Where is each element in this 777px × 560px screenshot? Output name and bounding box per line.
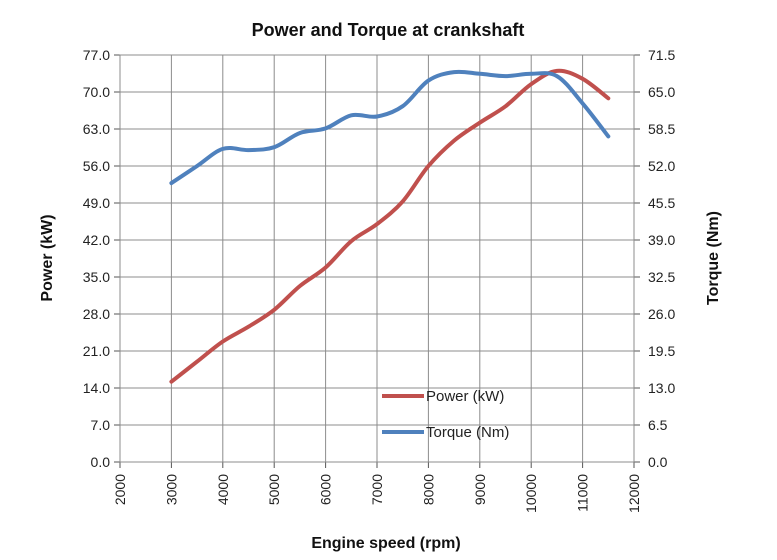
y-left-tick-label: 28.0 [83, 306, 110, 322]
y-right-tick-label: 65.0 [648, 84, 675, 100]
x-tick-label: 3000 [163, 474, 179, 505]
y-left-tick-label: 14.0 [83, 380, 110, 396]
y-right-tick-label: 26.0 [648, 306, 675, 322]
y-right-tick-label: 6.5 [648, 417, 668, 433]
y-left-tick-label: 0.0 [91, 454, 111, 470]
x-tick-label: 5000 [266, 474, 282, 505]
y-right-tick-label: 0.0 [648, 454, 668, 470]
y-left-tick-label: 21.0 [83, 343, 110, 359]
y-left-tick-label: 56.0 [83, 158, 110, 174]
y-left-tick-label: 70.0 [83, 84, 110, 100]
x-tick-label: 8000 [420, 474, 436, 505]
y-right-tick-label: 45.5 [648, 195, 675, 211]
y-left-tick-label: 7.0 [91, 417, 111, 433]
x-axis-title: Engine speed (rpm) [311, 535, 460, 552]
y-right-tick-label: 39.0 [648, 232, 675, 248]
x-tick-label: 4000 [215, 474, 231, 505]
x-tick-label: 10000 [523, 474, 539, 513]
torque-series-line [169, 69, 611, 186]
y-right-tick-label: 13.0 [648, 380, 675, 396]
y-left-tick-label: 77.0 [83, 47, 110, 63]
x-tick-label: 9000 [472, 474, 488, 505]
x-tick-label: 7000 [369, 474, 385, 505]
x-tick-label: 2000 [112, 474, 128, 505]
x-tick-label: 6000 [318, 474, 334, 505]
legend: Power (kW) Torque (Nm) [382, 388, 509, 441]
y-left-tick-label: 42.0 [83, 232, 110, 248]
y-right-axis-title: Torque (Nm) [705, 211, 722, 305]
series-lines [169, 68, 611, 384]
y-right-tick-label: 32.5 [648, 269, 675, 285]
y-left-tick-label: 63.0 [83, 121, 110, 137]
y-left-tick-label: 35.0 [83, 269, 110, 285]
x-tick-label: 12000 [626, 474, 642, 513]
y-right-tick-label: 19.5 [648, 343, 675, 359]
y-right-tick-label: 52.0 [648, 158, 675, 174]
legend-label-power: Power (kW) [426, 388, 504, 405]
axes [114, 54, 640, 468]
tick-labels: 0.0 0.0 7.0 6.5 14.0 13.0 21.0 19.5 28.0 26.0 35.0… [83, 47, 676, 513]
y-left-axis-title: Power (kW) [39, 214, 56, 301]
y-left-tick-label: 49.0 [83, 195, 110, 211]
power-series-line [169, 68, 611, 384]
y-right-tick-label: 71.5 [648, 47, 675, 63]
chart-title: Power and Torque at crankshaft [252, 20, 525, 40]
y-right-tick-label: 58.5 [648, 121, 675, 137]
plot-area-border [119, 54, 635, 463]
x-tick-label: 11000 [575, 474, 591, 512]
legend-label-torque: Torque (Nm) [426, 424, 509, 441]
